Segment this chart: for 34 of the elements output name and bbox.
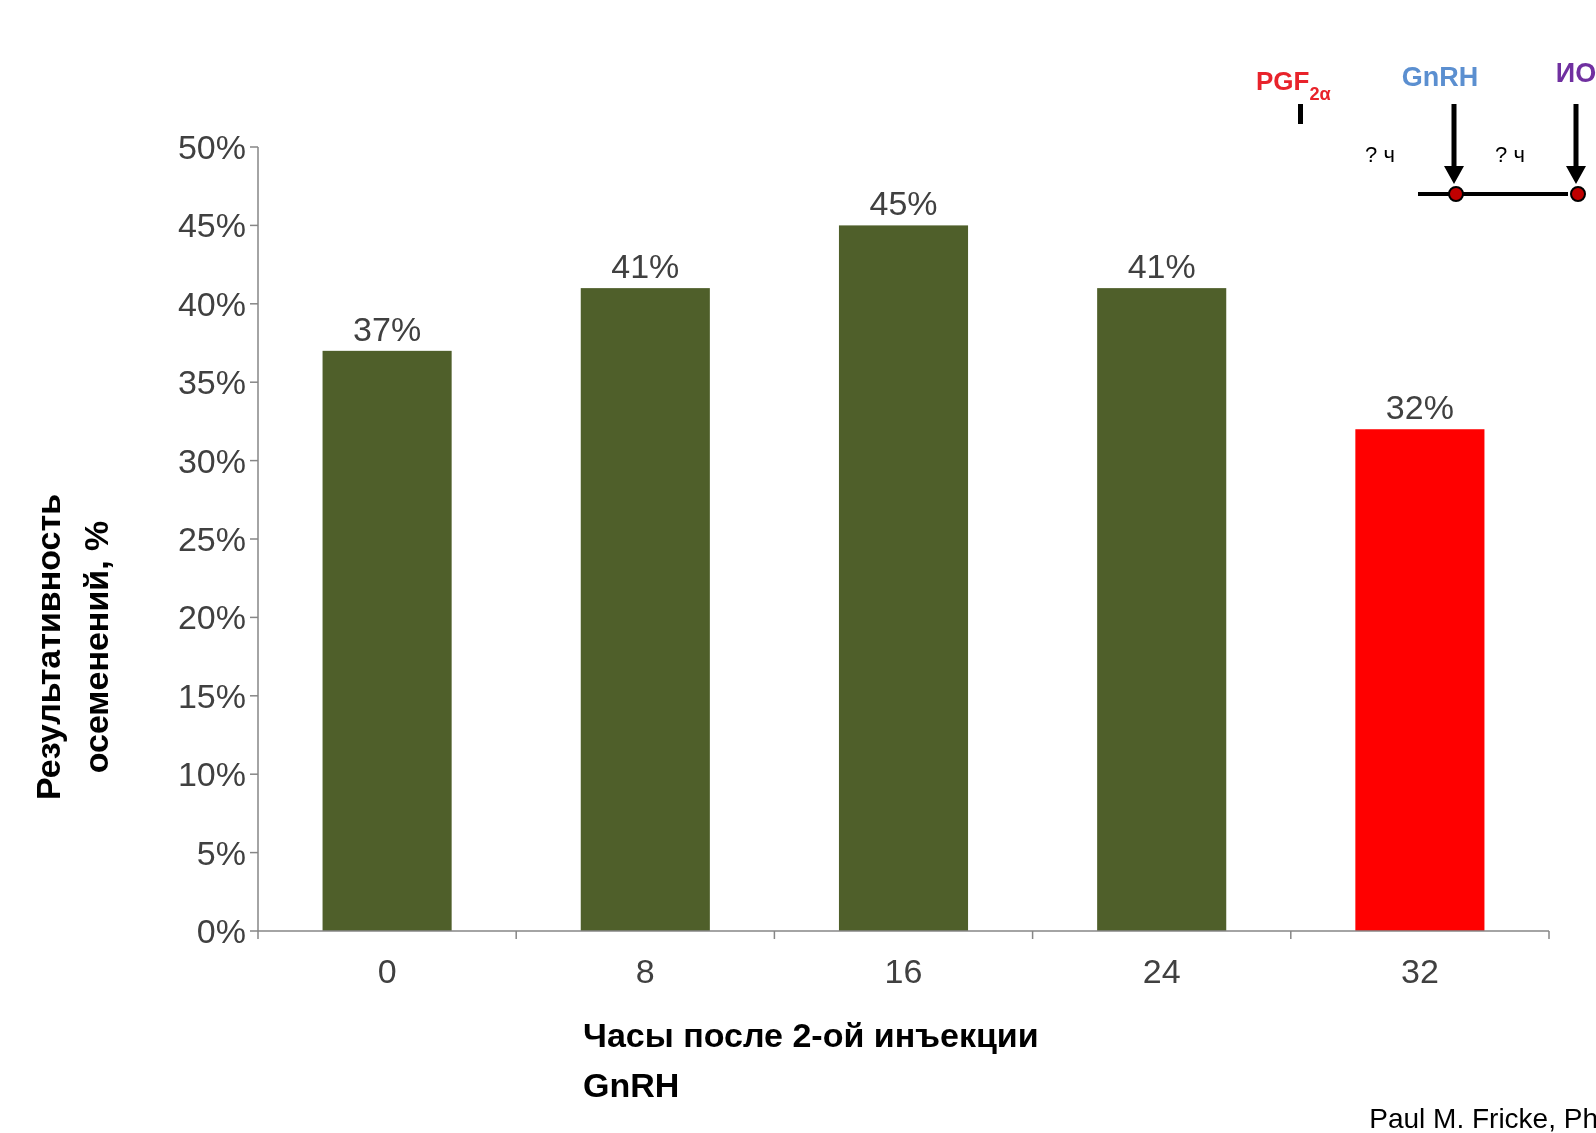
y-tick-label: 5%: [196, 833, 246, 872]
bar: [838, 225, 969, 931]
y-tick-label: 20%: [177, 598, 246, 637]
y-tick-label: 30%: [177, 441, 246, 480]
data-label: 32%: [1385, 388, 1454, 427]
bar: [322, 350, 452, 931]
bar: [1355, 429, 1485, 931]
data-label: 37%: [353, 309, 422, 348]
y-axis-title: Результативность осеменений, %: [29, 493, 115, 801]
text: ИО: [1555, 58, 1596, 88]
x-tick-label: 0: [377, 952, 397, 990]
y-tick-label: 40%: [177, 284, 246, 323]
x-tick-label: 16: [884, 952, 923, 990]
bar: [580, 288, 710, 931]
y-tick-label: 15%: [177, 676, 246, 715]
x-tick-label: 8: [635, 952, 655, 990]
y-tick-label: 10%: [177, 755, 246, 794]
data-label: 41%: [1127, 247, 1196, 286]
data-label: 45%: [869, 184, 938, 223]
y-tick-label: 45%: [177, 206, 246, 245]
text: Paul M. Fricke, Ph: [1369, 1103, 1596, 1133]
x-axis-title: Часы после 2-ой инъекции GnRH: [583, 1016, 1039, 1104]
data-label: 41%: [611, 247, 680, 286]
annotation: ? ч: [1495, 142, 1525, 167]
bar: [1097, 288, 1227, 931]
annotation: ? ч: [1365, 142, 1395, 167]
y-tick-label: 0%: [196, 911, 246, 950]
y-tick-label: 25%: [177, 519, 246, 558]
x-tick-label: 24: [1142, 952, 1181, 990]
y-tick-label: 35%: [177, 363, 246, 402]
text: GnRH: [1401, 62, 1479, 92]
y-tick-label: 50%: [177, 127, 246, 166]
text: PGF$_{2α}$: [1256, 66, 1331, 104]
x-tick-label: 32: [1400, 952, 1439, 990]
